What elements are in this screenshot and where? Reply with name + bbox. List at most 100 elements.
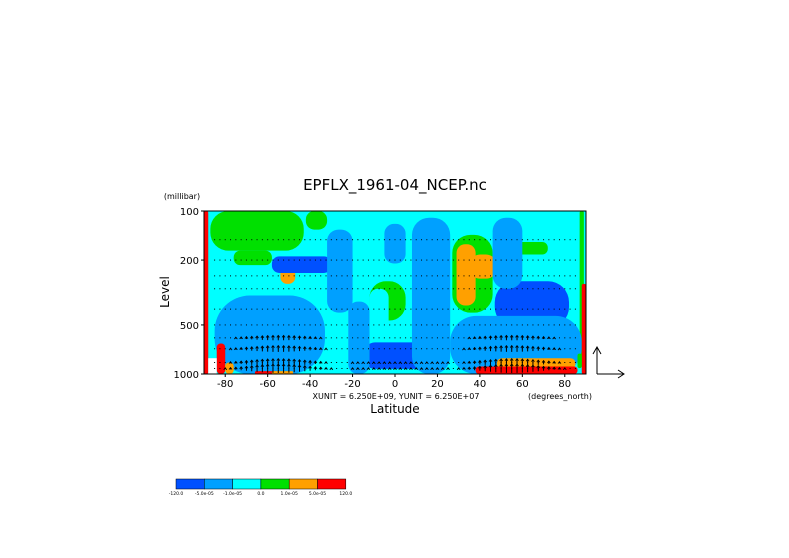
grid-dot [474,308,476,310]
grid-dot [500,239,502,241]
grid-dot [532,239,534,241]
grid-dot [553,308,555,310]
grid-dot [511,275,513,277]
contour-region [254,371,277,374]
grid-dot [574,348,576,350]
grid-dot [500,308,502,310]
grid-dot [245,259,247,261]
grid-dot [532,288,534,290]
x-tick-label: 40 [474,379,487,390]
flux-vector-head [552,336,556,340]
grid-dot [224,275,226,277]
grid-dot [346,361,348,363]
grid-dot [219,275,221,277]
grid-dot [410,275,412,277]
flux-vector-head [547,346,551,350]
flux-vector-head [483,365,488,368]
grid-dot [367,324,369,326]
grid-dot [346,324,348,326]
grid-dot [447,337,449,339]
contour-region [469,254,497,279]
grid-dot [394,259,396,261]
grid-dot [569,337,571,339]
colorbar-label: 5.0e-05 [309,491,326,497]
grid-dot [378,308,380,310]
grid-dot [543,275,545,277]
grid-dot [314,275,316,277]
flux-vector-head [361,361,365,365]
grid-dot [362,348,364,350]
flux-vector-head [467,360,472,364]
grid-dot [415,288,417,290]
flux-vector-head [398,361,403,365]
grid-dot [495,324,497,326]
grid-dot [341,259,343,261]
contour-region [369,288,389,338]
grid-dot [500,259,502,261]
grid-dot [261,259,263,261]
grid-dot [447,288,449,290]
flux-vector-head [255,364,259,368]
y-tick-label: 1000 [174,370,199,381]
grid-dot [495,239,497,241]
grid-dot [431,348,433,350]
grid-dot [405,275,407,277]
grid-dot [399,324,401,326]
x-tick-label: -80 [217,379,233,390]
flux-vector-head [509,363,514,367]
y-tick-label: 500 [180,321,199,332]
grid-dot [410,348,412,350]
grid-dot [283,259,285,261]
grid-dot [389,259,391,261]
grid-dot [431,259,433,261]
grid-dot [304,239,306,241]
flux-vector-head [435,361,440,365]
flux-vector-head [483,359,488,363]
grid-dot [219,239,221,241]
grid-dot [521,275,523,277]
grid-dot [405,288,407,290]
grid-dot [383,337,385,339]
flux-vector-head [531,359,535,362]
flux-vector-head [515,358,519,361]
flux-vector-head [403,367,408,370]
flux-vector-head [371,361,376,365]
grid-dot [564,348,566,350]
grid-dot [569,239,571,241]
grid-dot [293,288,295,290]
grid-dot [357,324,359,326]
grid-dot [458,324,460,326]
grid-dot [240,239,242,241]
grid-dot [436,275,438,277]
flux-vector-head [435,367,440,370]
grid-dot [245,239,247,241]
grid-dot [521,288,523,290]
grid-dot [447,259,449,261]
grid-dot [224,239,226,241]
grid-dot [574,337,576,339]
grid-dot [521,308,523,310]
grid-dot [362,275,364,277]
grid-dot [346,239,348,241]
flux-vector-head [292,345,297,349]
grid-dot [267,239,269,241]
grid-dot [564,324,566,326]
flux-vector-head [244,335,249,339]
flux-vector-head [552,366,556,370]
grid-dot [479,324,481,326]
grid-dot [330,239,332,241]
grid-dot [431,308,433,310]
grid-dot [314,308,316,310]
flux-vector-head [509,334,514,338]
flux-vector-head [478,359,482,363]
grid-dot [320,308,322,310]
grid-dot [516,324,518,326]
grid-dot [309,275,311,277]
flux-vector-head [324,361,328,364]
flux-vector-head [281,363,286,367]
grid-dot [383,275,385,277]
flux-vector-head [356,367,360,370]
grid-dot [426,337,428,339]
grid-dot [214,239,216,241]
grid-dot [251,288,253,290]
